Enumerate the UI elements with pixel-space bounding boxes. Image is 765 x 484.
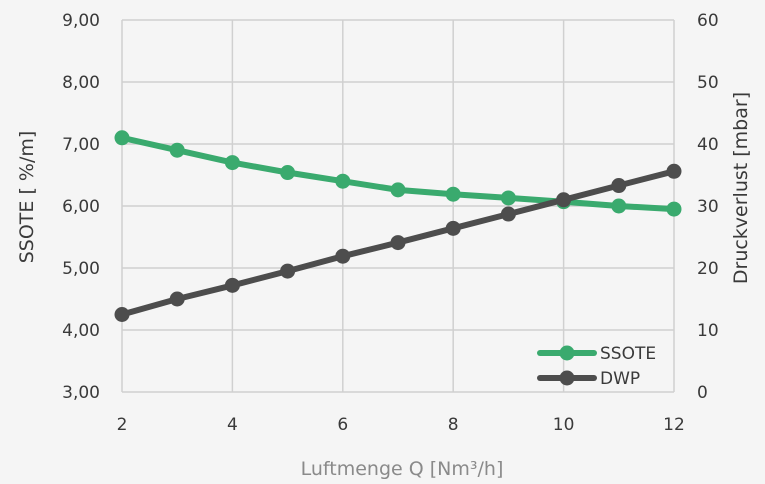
data-point-ssote (666, 201, 682, 217)
data-point-ssote (611, 198, 627, 214)
data-point-dwp (114, 307, 130, 322)
data-point-ssote (224, 155, 240, 171)
data-point-ssote (390, 182, 406, 198)
y-left-tick-label: 7,00 (62, 135, 100, 155)
y-left-tick-label: 9,00 (62, 11, 100, 31)
data-point-dwp (500, 206, 516, 222)
y-right-tick-label: 20 (697, 259, 719, 279)
x-axis-title: Luftmenge Q [Nm³/h] (301, 458, 504, 480)
data-point-ssote (335, 173, 351, 189)
legend-marker-ssote (559, 345, 575, 361)
y-left-tick-label: 5,00 (62, 259, 100, 279)
y-right-tick-label: 0 (697, 383, 708, 403)
legend-marker-dwp (559, 370, 575, 386)
series-line-ssote (119, 134, 677, 213)
data-point-dwp (335, 248, 351, 264)
y-right-tick-label: 40 (697, 135, 719, 155)
y-left-tick-label: 8,00 (62, 73, 100, 93)
x-tick-label: 12 (663, 415, 685, 435)
y-right-tick-label: 10 (697, 321, 719, 341)
x-tick-label: 4 (227, 415, 238, 435)
data-point-ssote (445, 186, 461, 202)
ticks-layer: 3,00 4,00 5,00 6,00 7,00 8,00 9,00 0 10 20 30 40 50 6… (62, 11, 719, 435)
legend-label-dwp: DWP (600, 369, 640, 389)
y-right-tick-label: 30 (697, 197, 719, 217)
x-tick-label: 6 (337, 415, 348, 435)
data-point-ssote (169, 142, 185, 158)
data-point-dwp (445, 220, 461, 236)
data-point-ssote (500, 190, 516, 206)
data-point-dwp (556, 192, 572, 208)
x-tick-label: 8 (448, 415, 459, 435)
legend: SSOTE DWP (537, 344, 656, 389)
data-point-dwp (611, 178, 627, 194)
series-layer (114, 130, 682, 322)
data-point-ssote (280, 165, 296, 181)
y-left-tick-label: 3,00 (62, 383, 100, 403)
x-tick-label: 2 (117, 415, 128, 435)
data-point-dwp (666, 163, 682, 179)
legend-label-ssote: SSOTE (600, 344, 656, 364)
y-left-tick-label: 6,00 (62, 197, 100, 217)
y-axis-right-title: Druckverlust [mbar] (730, 92, 752, 284)
data-point-dwp (280, 263, 296, 279)
data-point-dwp (224, 277, 240, 293)
y-left-tick-label: 4,00 (62, 321, 100, 341)
data-point-dwp (169, 291, 185, 307)
x-tick-label: 10 (553, 415, 575, 435)
y-right-tick-label: 60 (697, 11, 719, 31)
y-axis-left-title: SSOTE [ %/m] (16, 131, 38, 264)
y-right-tick-label: 50 (697, 73, 719, 93)
data-point-ssote (114, 130, 130, 146)
data-point-dwp (390, 235, 406, 251)
